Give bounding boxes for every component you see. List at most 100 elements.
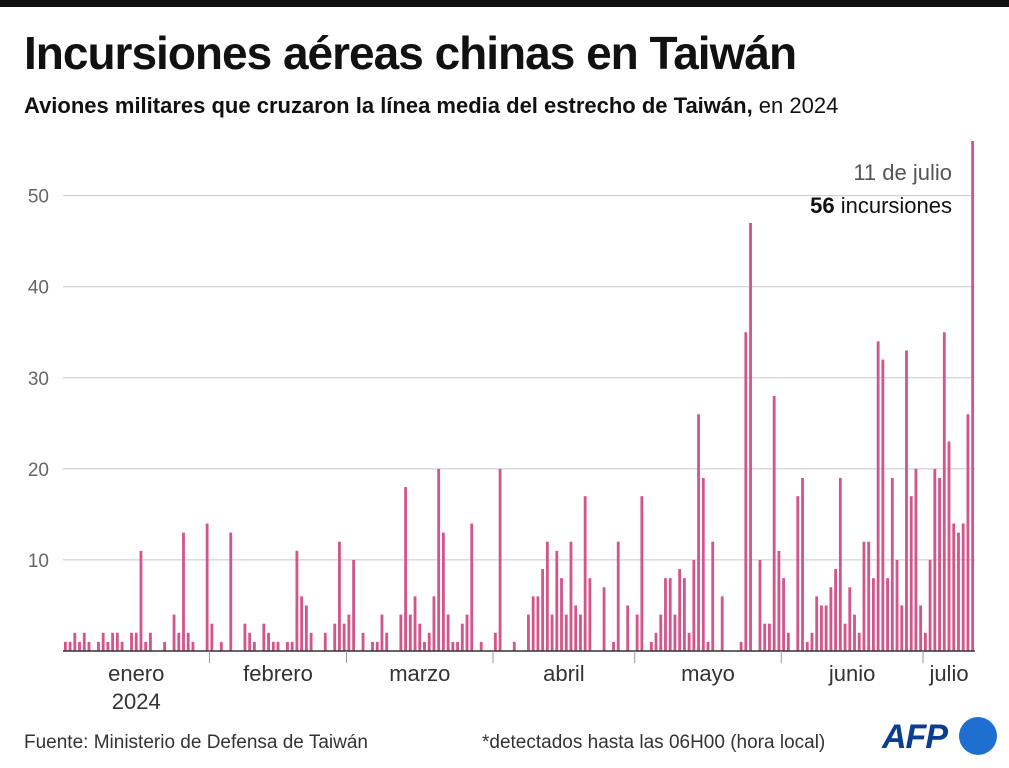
month-label: julio <box>928 661 968 686</box>
bar <box>191 641 195 651</box>
bar <box>583 496 587 651</box>
bar <box>451 641 455 651</box>
bar <box>352 559 356 651</box>
bar <box>687 632 691 651</box>
bar <box>914 468 918 651</box>
bar <box>555 550 559 651</box>
bar <box>682 578 686 651</box>
bar <box>876 341 880 651</box>
bar <box>342 623 346 651</box>
bar <box>182 532 185 651</box>
bar <box>243 623 247 651</box>
bar <box>333 623 337 651</box>
bar <box>380 614 384 651</box>
bar <box>649 641 653 651</box>
subtitle-year: en 2024 <box>752 93 839 118</box>
bar <box>574 605 578 651</box>
bar <box>527 614 530 651</box>
bar <box>697 414 700 651</box>
bar <box>640 496 644 651</box>
annotation-value: 56 <box>810 193 834 218</box>
bar <box>744 332 748 651</box>
bar <box>654 632 658 651</box>
bar <box>304 605 308 651</box>
afp-logo-dot-icon <box>959 717 997 755</box>
bar <box>177 632 181 651</box>
bar <box>919 605 923 651</box>
annotation-date: 11 de julio <box>853 160 952 185</box>
bar <box>560 578 563 651</box>
bar <box>399 614 403 651</box>
bar <box>144 641 148 651</box>
top-rule <box>0 0 1009 7</box>
bar <box>536 596 540 651</box>
bar <box>82 632 86 651</box>
bar <box>550 614 554 651</box>
bar <box>871 578 875 651</box>
bar <box>290 641 294 651</box>
bar <box>664 578 667 651</box>
bar <box>626 605 630 651</box>
bar <box>758 559 762 651</box>
bar <box>446 614 450 651</box>
bar <box>338 541 341 651</box>
bar <box>456 641 459 651</box>
bar <box>134 632 138 651</box>
bar <box>905 350 908 651</box>
bar <box>895 559 899 651</box>
bar <box>470 523 474 651</box>
annotation-unit: incursiones <box>835 193 952 218</box>
bar <box>602 587 606 651</box>
bar <box>163 641 167 651</box>
bar <box>843 623 847 651</box>
bars <box>63 141 975 651</box>
bar <box>73 632 77 651</box>
bar <box>432 596 436 651</box>
bar <box>309 632 313 651</box>
bar <box>720 596 724 651</box>
bar <box>371 641 374 651</box>
bar <box>673 614 677 651</box>
bar <box>413 596 417 651</box>
bar <box>106 641 110 651</box>
bar <box>441 532 445 651</box>
bar <box>115 632 119 651</box>
bar <box>900 605 904 651</box>
gridlines: 10 20 30 40 50 <box>28 187 975 572</box>
bar <box>786 632 790 651</box>
bar <box>267 632 270 651</box>
bar <box>479 641 483 651</box>
month-label: mayo <box>681 661 735 686</box>
bar <box>512 641 516 651</box>
bar <box>564 614 568 651</box>
afp-logo: AFP <box>882 716 998 758</box>
bar <box>838 477 842 651</box>
bar <box>545 541 549 651</box>
bar <box>801 477 804 651</box>
bar <box>139 550 143 651</box>
bar <box>498 468 502 651</box>
bar <box>947 441 951 651</box>
bar <box>404 487 408 651</box>
bar <box>78 641 81 651</box>
bar <box>541 569 545 651</box>
bar <box>971 141 975 651</box>
bar <box>692 559 696 651</box>
bar <box>252 641 256 651</box>
bar <box>824 605 828 651</box>
bar <box>418 623 422 651</box>
y-tick-label: 50 <box>28 187 49 208</box>
bar <box>805 641 809 651</box>
y-tick-label: 40 <box>28 278 49 299</box>
month-label: marzo <box>389 661 450 686</box>
bar <box>210 623 214 651</box>
bar <box>120 641 124 651</box>
bar <box>248 632 252 651</box>
month-label: febrero <box>243 661 313 686</box>
bar <box>867 541 871 651</box>
bar <box>739 641 743 651</box>
bar <box>172 614 176 651</box>
bar <box>909 496 913 651</box>
bar <box>952 523 956 651</box>
bar <box>678 569 682 651</box>
